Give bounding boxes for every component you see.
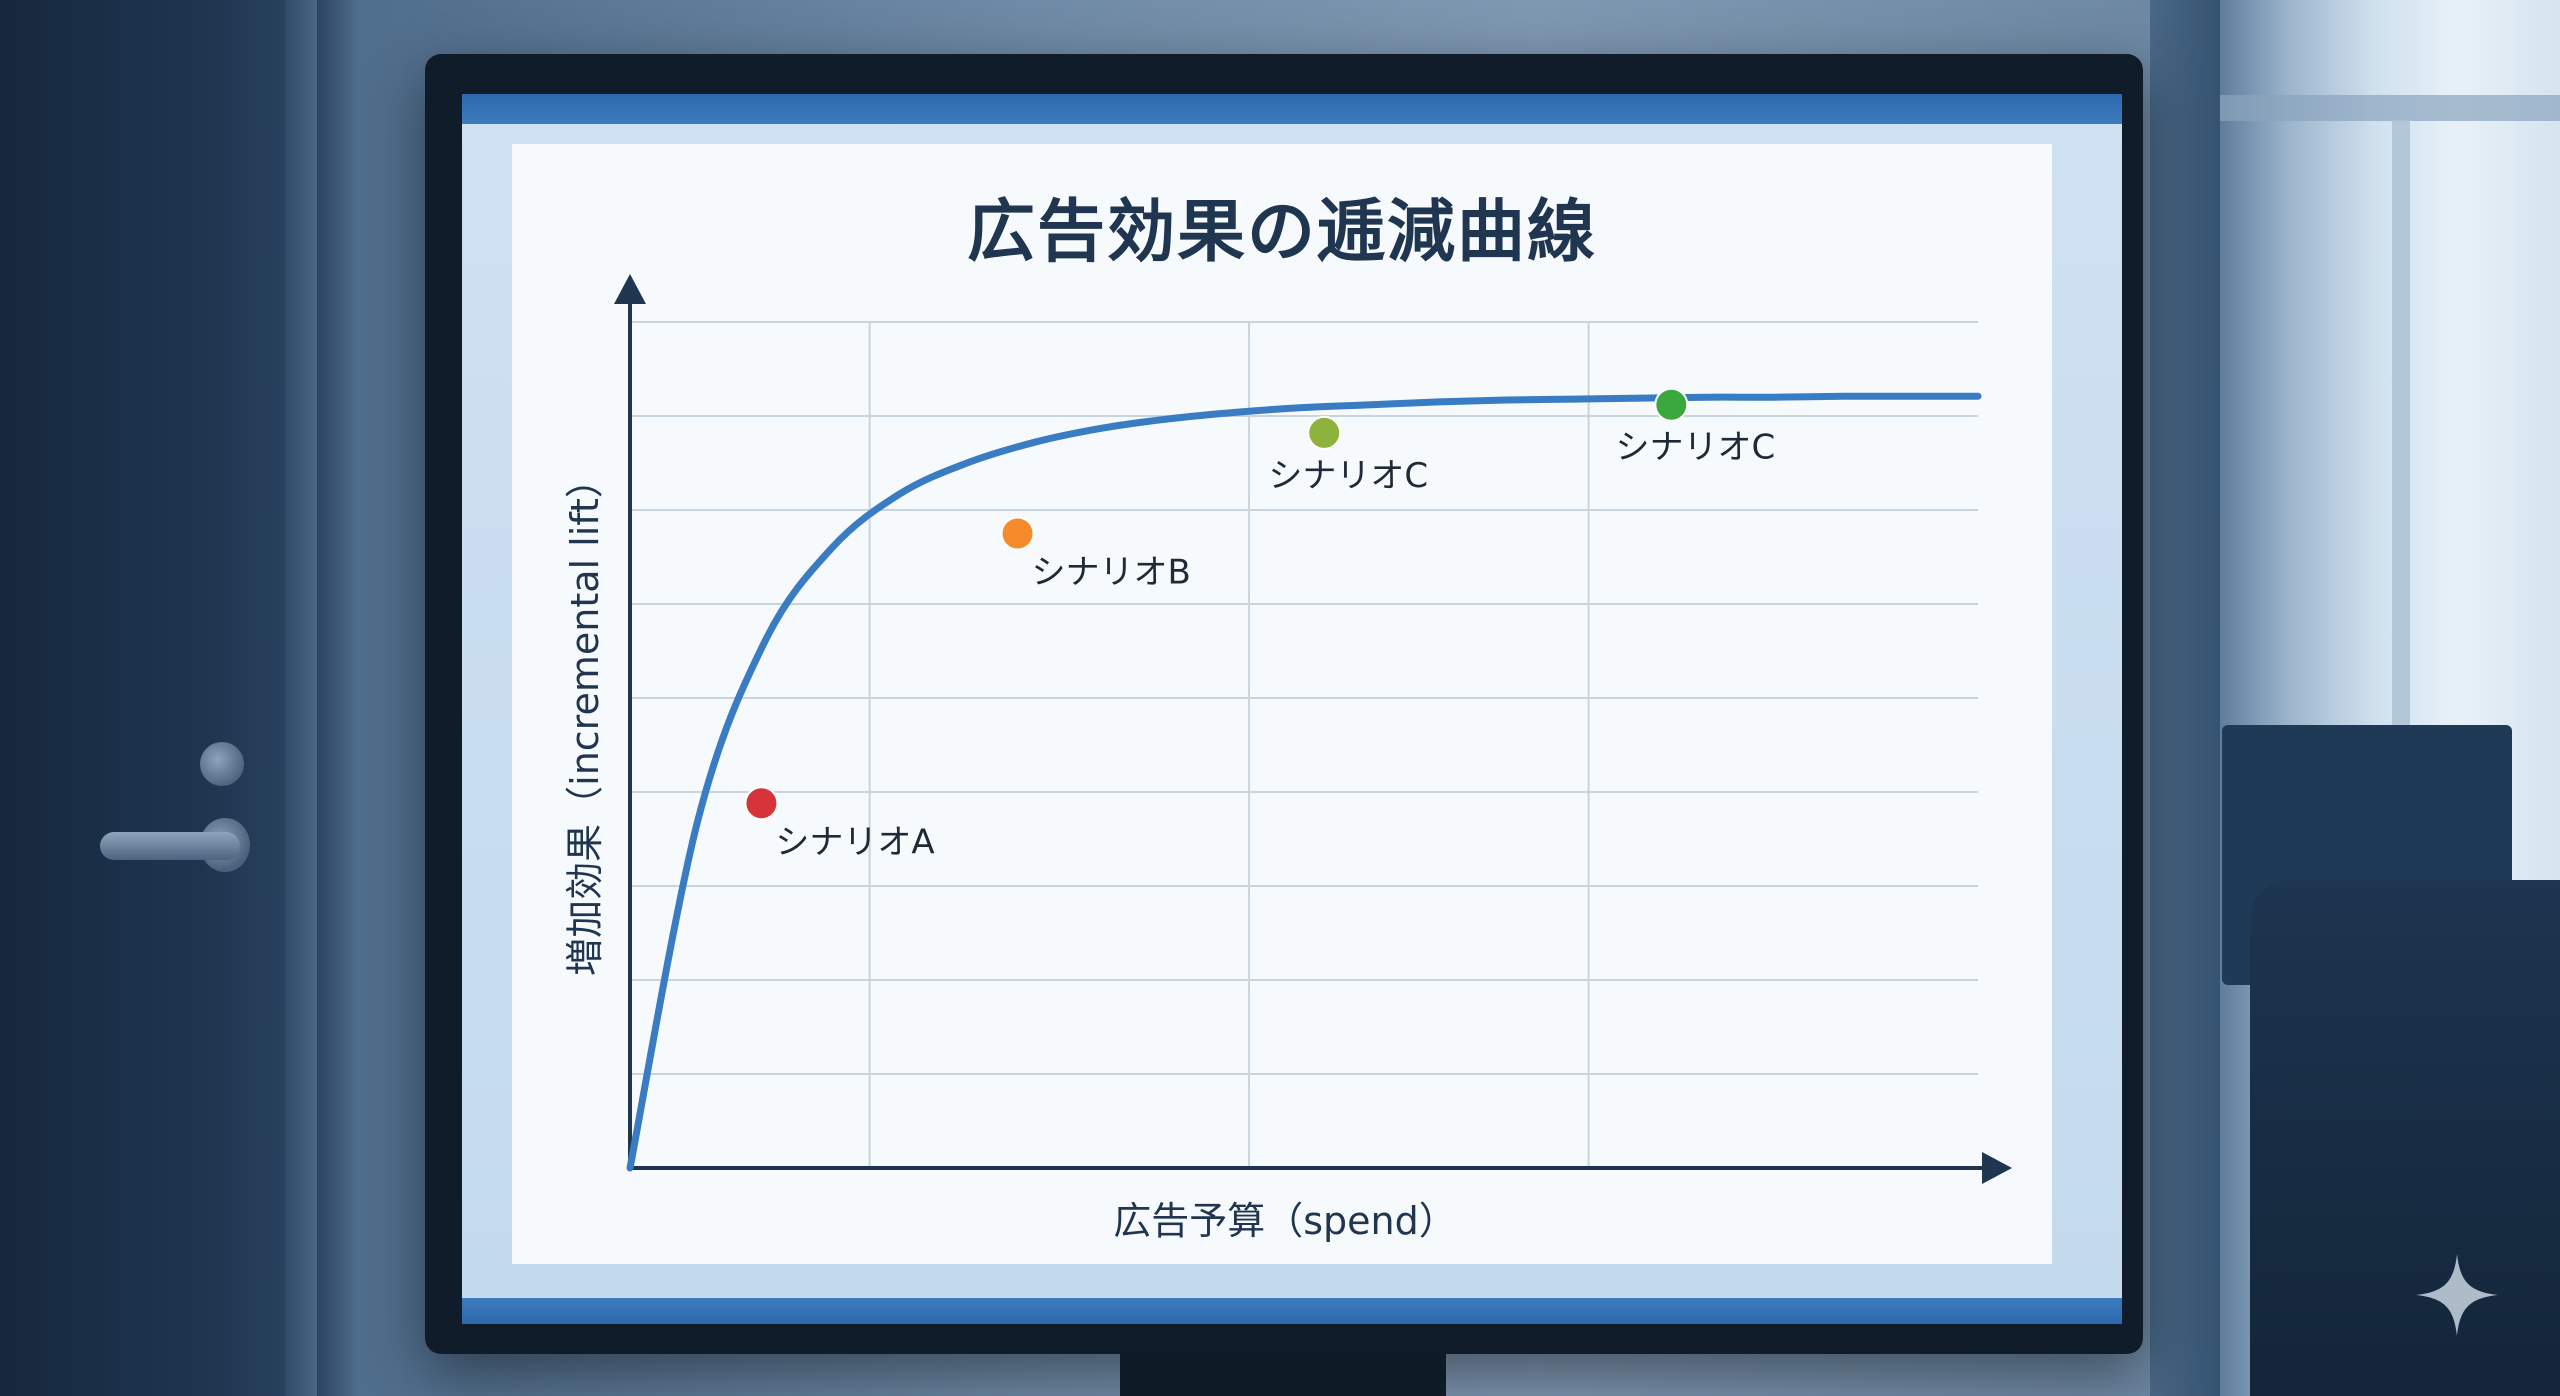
monitor-stand [1120, 1352, 1446, 1396]
x-axis-arrow-icon [1982, 1152, 2012, 1184]
x-axis-label: 広告予算（spend） [1113, 1199, 1457, 1243]
window-frame [2220, 95, 2560, 121]
scenario-point [1307, 415, 1342, 450]
screen-top-bar [462, 94, 2122, 124]
annotation-layer: シナリオA シナリオB シナリオC シナリオC [744, 387, 1775, 862]
wall-column [2150, 0, 2220, 1396]
scenario-label: シナリオC [1268, 456, 1428, 496]
office-chair [2250, 880, 2560, 1396]
door-lock-icon [200, 742, 244, 786]
y-axis-arrow-icon [614, 274, 646, 304]
door-frame [285, 0, 317, 1396]
y-axis-label: 増加効果（incremental lift） [563, 460, 607, 976]
window-mullion [2392, 120, 2410, 740]
scenario-point [1654, 387, 1689, 422]
door-panel [0, 0, 300, 1396]
screen-bottom-bar [462, 1298, 2122, 1324]
chart-title: 広告効果の逓減曲線 [966, 193, 1597, 272]
series-layer [626, 392, 1982, 1172]
series-line [626, 392, 1982, 1172]
chart-grid [630, 321, 1978, 1168]
scenario-label: シナリオB [1032, 553, 1191, 593]
scenario-point [744, 786, 779, 821]
presentation-slide [512, 144, 2052, 1264]
door-handle-icon [100, 832, 240, 860]
scenario-point [1000, 516, 1035, 551]
sparkle-icon [2416, 1254, 2498, 1336]
scenario-label: シナリオA [775, 822, 934, 862]
chart-axes [614, 274, 2012, 1184]
scenario-label: シナリオC [1615, 428, 1775, 468]
